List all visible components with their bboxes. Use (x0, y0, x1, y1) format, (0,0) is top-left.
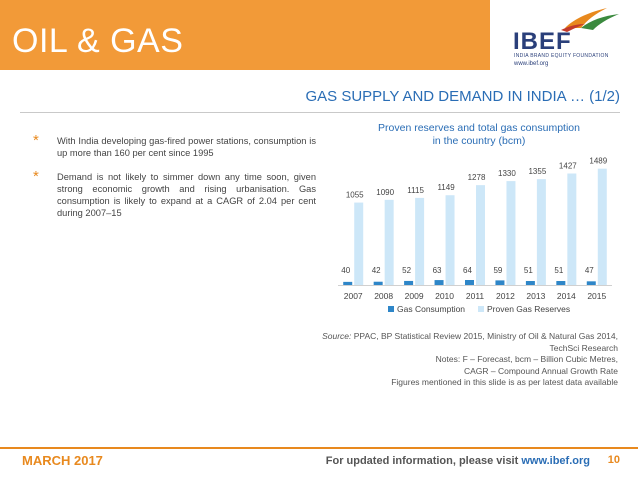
consumption-data-label: 59 (493, 266, 502, 275)
consumption-bar (525, 281, 535, 285)
consumption-data-label: 51 (524, 266, 533, 275)
footer-info-text: For updated information, please visit (325, 455, 522, 467)
bullet-item: * With India developing gas-fired power … (33, 132, 316, 159)
consumption-data-label: 63 (433, 266, 442, 275)
source-text: PPAC, BP Statistical Review 2015, Minist… (353, 331, 618, 353)
source-notes: Source: PPAC, BP Statistical Review 2015… (318, 331, 618, 389)
gas-chart: 40 1055 2007 42 1090 2008 52 1115 2009 63 1149 2010… (338, 157, 612, 314)
footer-url[interactable]: www.ibef.org (521, 455, 590, 467)
x-tick-label: 2008 (374, 291, 393, 301)
reserves-bar (476, 185, 485, 285)
consumption-bar (373, 281, 383, 285)
notes-line: Figures mentioned in this slide is as pe… (391, 377, 618, 387)
chart-title-line: Proven reserves and total gas consumptio… (378, 122, 580, 134)
reserves-bar (506, 181, 516, 285)
consumption-bar (556, 281, 566, 285)
footer-info: For updated information, please visit ww… (326, 455, 590, 467)
reserves-bar (597, 168, 607, 285)
x-tick-label: 2013 (526, 291, 545, 301)
consumption-data-label: 40 (341, 266, 350, 275)
bird-logo-icon (561, 8, 619, 32)
reserves-bar (567, 173, 577, 285)
x-tick-label: 2007 (344, 291, 363, 301)
ibef-logo: IBEF INDIA BRAND EQUITY FOUNDATION www.i… (495, 4, 633, 72)
slide-heading: OIL & GAS (12, 22, 184, 60)
source-line: Source: PPAC, BP Statistical Review 2015… (318, 331, 618, 354)
x-tick-label: 2009 (405, 291, 424, 301)
notes-line: Notes: F – Forecast, bcm – Billion Cubic… (435, 354, 618, 364)
logo-url: www.ibef.org (514, 61, 549, 67)
consumption-data-label: 42 (372, 266, 381, 275)
section-title: GAS SUPPLY AND DEMAND IN INDIA … (1/2) (305, 88, 620, 105)
consumption-data-label: 64 (463, 266, 472, 275)
logo-subtitle: INDIA BRAND EQUITY FOUNDATION (514, 53, 609, 59)
chart-title: Proven reserves and total gas consumptio… (340, 122, 618, 148)
reserves-data-label: 1115 (407, 186, 424, 195)
consumption-data-label: 47 (585, 266, 594, 275)
bullet-text: Demand is not likely to simmer down any … (57, 172, 316, 218)
bullet-item: * Demand is not likely to simmer down an… (33, 168, 316, 219)
reserves-bar (384, 199, 394, 285)
legend-label-consumption: Gas Consumption (397, 304, 465, 314)
reserves-data-label: 1355 (528, 167, 546, 176)
legend-swatch-reserves (478, 306, 484, 312)
reserves-data-label: 1149 (437, 183, 455, 192)
reserves-data-label: 1090 (376, 188, 394, 197)
consumption-bar (404, 280, 414, 285)
footer-date: MARCH 2017 (22, 453, 103, 468)
reserves-bar (445, 195, 455, 285)
notes-line: CAGR – Compound Annual Growth Rate (463, 365, 618, 376)
legend-swatch-consumption (388, 306, 394, 312)
star-bullet-icon: * (33, 168, 39, 185)
x-tick-label: 2012 (496, 291, 515, 301)
bullet-text: With India developing gas-fired power st… (57, 136, 316, 158)
footer-divider (0, 447, 638, 449)
page-number: 10 (607, 454, 620, 466)
source-label: Source: (322, 331, 352, 341)
star-bullet-icon: * (33, 132, 39, 149)
chart-title-line: in the country (bcm) (432, 135, 526, 147)
reserves-bar (415, 197, 425, 285)
logo-wordmark: IBEF (513, 28, 572, 55)
reserves-data-label: 1489 (589, 157, 607, 166)
legend-label-reserves: Proven Gas Reserves (487, 304, 570, 314)
reserves-bar (536, 179, 546, 285)
reserves-data-label: 1278 (468, 173, 486, 182)
x-tick-label: 2015 (587, 291, 606, 301)
consumption-bar (343, 281, 353, 285)
x-tick-label: 2011 (466, 291, 485, 301)
title-divider (20, 112, 620, 113)
reserves-data-label: 1330 (498, 169, 516, 178)
consumption-bar (434, 280, 444, 285)
consumption-data-label: 52 (402, 266, 411, 275)
consumption-bar (465, 280, 474, 285)
bullet-list: * With India developing gas-fired power … (33, 132, 316, 231)
reserves-bar (354, 202, 364, 285)
reserves-data-label: 1427 (559, 162, 577, 171)
consumption-bar (586, 281, 596, 285)
reserves-data-label: 1055 (346, 191, 364, 200)
x-tick-label: 2014 (557, 291, 576, 301)
consumption-bar (495, 280, 505, 285)
consumption-data-label: 51 (554, 266, 563, 275)
x-tick-label: 2010 (435, 291, 454, 301)
header-banner: OIL & GAS (0, 0, 490, 70)
